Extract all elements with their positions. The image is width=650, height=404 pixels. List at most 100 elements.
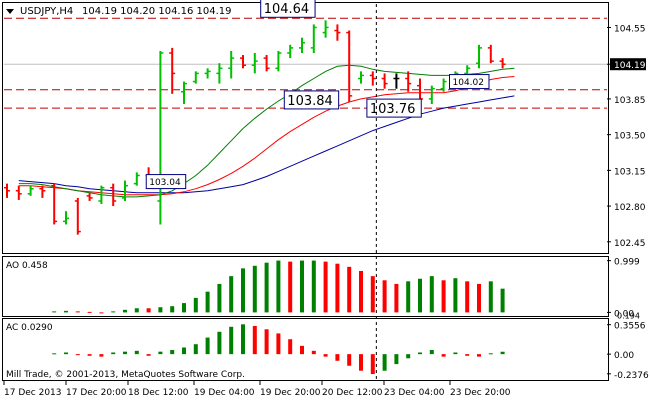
time-axis-label: 23 Dec 04:00: [384, 388, 445, 398]
ao-bar: [500, 288, 505, 313]
ao-bar: [323, 261, 328, 313]
ac-bar: [99, 354, 104, 357]
price-bar: [4, 183, 10, 198]
price-callout-label: 103.84: [287, 94, 333, 109]
ac-bar: [370, 354, 375, 375]
ac-bar: [123, 351, 127, 355]
ac-bar: [300, 345, 304, 355]
ac-bar: [453, 352, 458, 355]
ac-axis-label: -0.2376: [614, 371, 649, 381]
ac-bar: [441, 354, 446, 357]
ac-bar: [335, 354, 340, 361]
price-bar: [322, 20, 329, 38]
ao-bar: [182, 303, 186, 313]
ao-bar: [288, 261, 293, 313]
price-bar: [464, 65, 471, 76]
price-bar: [157, 50, 164, 225]
price-bar: [287, 44, 294, 59]
price-bar: [369, 71, 376, 86]
ao-bar: [406, 281, 411, 313]
ao-axis-overlap-label: 0.194: [617, 311, 640, 320]
ao-axis-label: 0.00: [614, 309, 634, 319]
price-axis-label: 103.85: [614, 96, 646, 106]
symbol-title: USDJPY,H4: [20, 6, 73, 17]
ac-bar: [193, 344, 198, 355]
ac-bar: [182, 347, 186, 355]
ao-bar: [252, 265, 257, 313]
price-bar: [110, 183, 117, 207]
ao-panel-frame: [2, 256, 609, 317]
price-callout-box: [283, 90, 340, 110]
ao-bar: [123, 309, 127, 313]
ac-bar: [229, 326, 234, 355]
ac-bar: [205, 337, 210, 355]
price-bar: [346, 30, 353, 102]
price-bar: [27, 185, 34, 196]
price-bar: [133, 172, 140, 186]
ac-bar: [264, 329, 269, 355]
ac-bar: [394, 354, 399, 365]
ac-bar: [111, 352, 116, 355]
time-axis-label: 20 Dec 12:00: [322, 388, 383, 398]
time-axis-label: 19 Dec 04:00: [194, 388, 255, 398]
ao-bar: [300, 260, 304, 313]
ao-bar: [465, 281, 470, 313]
ac-bar: [288, 339, 293, 355]
ao-bar: [264, 262, 269, 313]
title-triangle-icon: [6, 9, 14, 14]
price-bar: [428, 85, 435, 105]
ao-bar: [347, 266, 352, 313]
ac-bar: [323, 354, 328, 357]
ao-bar: [241, 268, 245, 313]
time-axis-label: 17 Dec 20:00: [66, 388, 127, 398]
ao-bar: [170, 306, 175, 313]
price-bar: [263, 55, 270, 72]
time-axis-label: 17 Dec 2013: [4, 388, 62, 398]
ao-bar: [134, 308, 139, 313]
ao-bar: [394, 283, 399, 313]
ao-bar: [335, 263, 340, 313]
ao-bar: [217, 283, 222, 313]
price-bar: [204, 68, 211, 79]
ac-bar: [75, 354, 80, 356]
ac-axis-label: 0.00: [614, 351, 634, 361]
ac-bar: [52, 353, 57, 355]
price-axis-label: 103.15: [614, 167, 646, 177]
ao-bar: [359, 270, 363, 313]
price-bar: [487, 44, 494, 64]
price-axis-label: 104.55: [614, 24, 646, 34]
price-bar: [251, 52, 258, 74]
ac-bar: [465, 354, 470, 356]
ao-bar: [158, 307, 163, 313]
ac-bar: [382, 354, 387, 371]
price-bar: [63, 211, 69, 225]
ao-bar: [429, 276, 434, 313]
ac-bar: [87, 354, 92, 356]
price-bar: [440, 78, 447, 92]
price-bar: [299, 37, 305, 53]
ac-bar: [241, 324, 245, 355]
current-price-tag: [610, 58, 646, 71]
ao-bar: [229, 276, 234, 313]
ac-bar: [418, 352, 422, 355]
price-bar: [275, 50, 282, 72]
price-panel-frame: [2, 2, 609, 254]
copyright-text: Mill Trade, © 2001-2013, MetaQuotes Soft…: [6, 370, 245, 380]
price-bar: [86, 192, 93, 201]
ao-histogram-layer: [52, 260, 505, 314]
price-bar: [39, 185, 46, 198]
ao-bar: [441, 280, 446, 313]
price-callout-box: [145, 174, 187, 190]
ac-bar: [406, 354, 411, 359]
axis-layer: 104.55 104.19 103.85 103.50 103.15 102.80 102.…: [3, 4, 649, 398]
time-axis-label: 19 Dec 20:00: [260, 388, 321, 398]
ac-bar: [217, 331, 222, 355]
ao-bar: [370, 276, 375, 313]
price-callout-box: [366, 98, 422, 118]
price-axis-label: 103.50: [614, 132, 646, 142]
ao-bar: [477, 283, 481, 313]
ac-bar: [477, 354, 481, 357]
ac-bar: [347, 354, 352, 366]
